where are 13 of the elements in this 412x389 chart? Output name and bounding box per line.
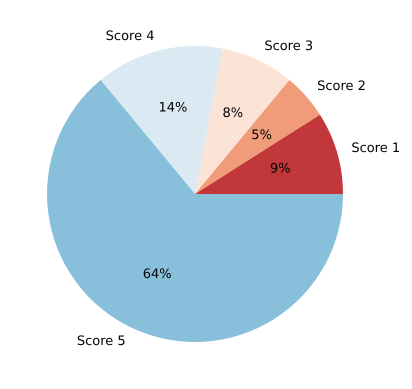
pie-slice xyxy=(100,46,223,194)
data-label: 64% xyxy=(142,266,172,282)
data-label: 14% xyxy=(158,100,188,116)
pie-slice xyxy=(195,48,290,194)
slice-label: Score 3 xyxy=(264,39,314,54)
slice-label: Score 5 xyxy=(76,334,126,349)
pie-slice xyxy=(195,80,320,194)
slice-label: Score 4 xyxy=(106,28,155,44)
data-label: 8% xyxy=(222,106,244,122)
slice-label: Score 2 xyxy=(317,78,366,94)
slice-label: Score 1 xyxy=(351,141,400,156)
data-label: 9% xyxy=(270,162,291,177)
data-label: 5% xyxy=(251,128,272,143)
